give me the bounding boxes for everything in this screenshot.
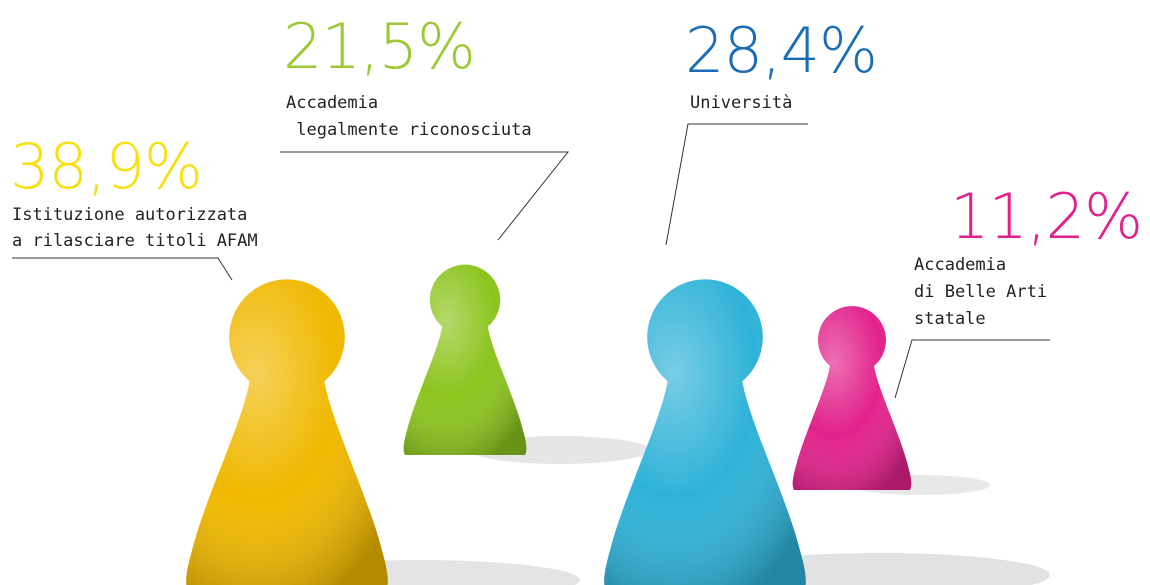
percent: 28,4% xyxy=(685,14,877,87)
leader-line xyxy=(894,339,1050,399)
leader-line xyxy=(12,257,233,281)
label: Istituzione autorizzata xyxy=(12,205,247,225)
leader-line xyxy=(665,123,808,246)
blue-pawn xyxy=(604,279,806,585)
label: di Belle Arti xyxy=(914,282,1047,302)
percent: 38,9% xyxy=(10,130,202,203)
label: Accademia xyxy=(286,93,378,113)
label: Università xyxy=(690,93,792,113)
percent: 11,2% xyxy=(950,180,1142,253)
label: Accademia xyxy=(914,255,1006,275)
leader-line xyxy=(280,151,570,241)
percent: 21,5% xyxy=(283,10,475,83)
green-pawn xyxy=(403,264,527,455)
yellow-pawn xyxy=(186,279,388,585)
label: legalmente riconosciuta xyxy=(286,120,532,140)
magenta-pawn xyxy=(792,306,912,490)
label: a rilasciare titoli AFAM xyxy=(12,231,258,251)
label: statale xyxy=(914,309,986,329)
